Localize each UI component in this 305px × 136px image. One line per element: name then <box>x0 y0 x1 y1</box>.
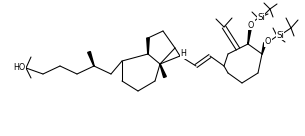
Text: Si: Si <box>257 13 265 21</box>
Text: O: O <box>265 38 271 47</box>
Text: Si: Si <box>276 30 284 39</box>
Text: HO: HO <box>13 64 25 72</box>
Text: O: O <box>248 21 254 30</box>
Polygon shape <box>248 29 251 44</box>
Polygon shape <box>262 43 266 54</box>
Polygon shape <box>160 64 166 78</box>
Polygon shape <box>147 38 149 54</box>
Text: H: H <box>180 50 186 58</box>
Polygon shape <box>88 52 94 66</box>
